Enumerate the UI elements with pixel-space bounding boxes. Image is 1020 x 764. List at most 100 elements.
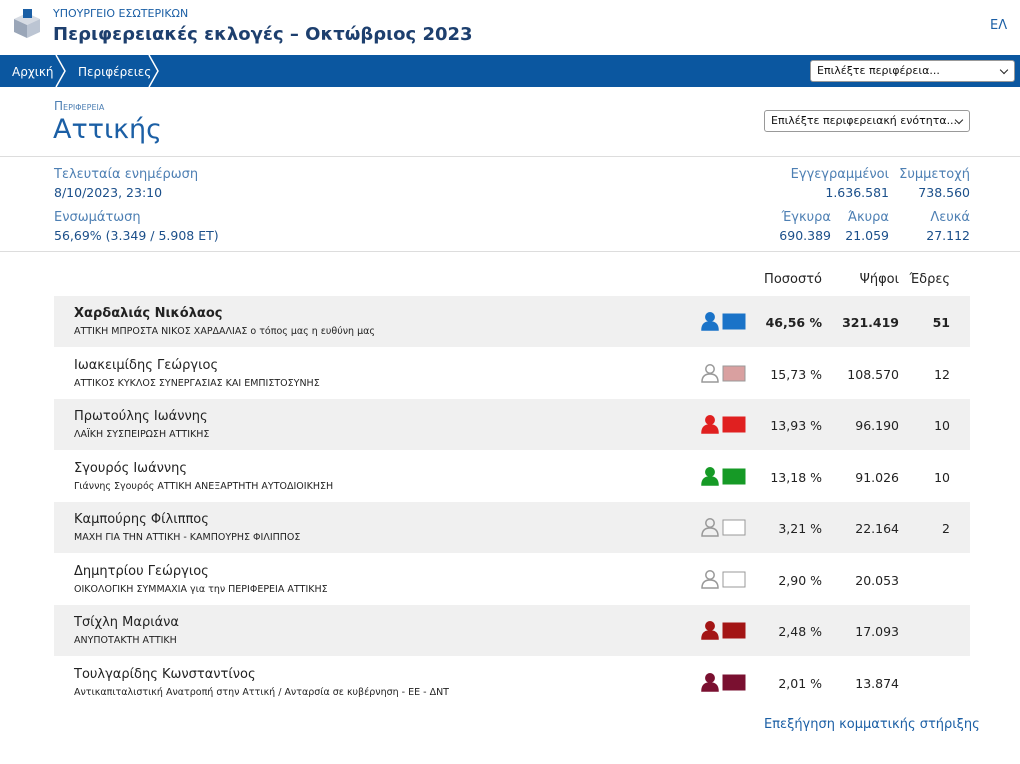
seats: 2 xyxy=(942,521,950,536)
unit-select[interactable]: Επιλέξτε περιφερειακή ενότητα... xyxy=(764,110,970,132)
stat-value: 1.636.581 xyxy=(825,185,889,200)
party-icon xyxy=(701,518,746,537)
party-name: Γιάννης Σγουρός ΑΤΤΙΚΗ ΑΝΕΞΑΡΤΗΤΗ ΑΥΤΟΔΙ… xyxy=(74,480,334,492)
party-color xyxy=(722,571,746,587)
result-row: Τουλγαρίδης Κωνσταντίνος Αντικαπιταλιστικ… xyxy=(54,657,970,708)
candidate-name: Πρωτούλης Ιωάννης xyxy=(74,409,208,424)
party-icon xyxy=(701,363,746,383)
party-icon xyxy=(701,466,746,486)
percent: 13,18 % xyxy=(770,469,822,485)
result-row: Πρωτούλης Ιωάννης ΛΑΪΚΗ ΣΥΣΠΕΙΡΩΣΗ ΑΤΤΙΚΗ… xyxy=(54,399,970,450)
party-color xyxy=(722,622,746,639)
party-name: ΑΤΤΙΚΟΣ ΚΥΚΛΟΣ ΣΥΝΕΡΓΑΣΙΑΣ ΚΑΙ ΕΜΠΙΣΤΟΣΥ… xyxy=(74,377,320,389)
column-header: Ψήφοι xyxy=(859,272,899,287)
result-row: Δημητρίου Γεώργιος ΟΙΚΟΛΟΓΙΚΗ ΣΥΜΜΑΧΙΑ γι… xyxy=(54,554,970,605)
stat-value: 8/10/2023, 23:10 xyxy=(54,185,163,200)
stat-label: Έγκυρα xyxy=(781,210,831,225)
person-head xyxy=(705,518,715,528)
separator xyxy=(148,55,159,87)
person-head xyxy=(705,415,715,425)
party-name: Αντικαπιταλιστική Ανατροπή στην Αττική /… xyxy=(74,686,449,698)
votes: 22.164 xyxy=(855,521,899,536)
person-body xyxy=(701,578,719,589)
stat-label: Τελευταία ενημέρωση xyxy=(54,167,199,182)
party-icon xyxy=(701,569,746,589)
person-head xyxy=(705,363,715,374)
person-head xyxy=(705,466,715,477)
candidate-name: Τσίχλη Μαριάνα xyxy=(74,615,179,630)
column-header: Ποσοστό xyxy=(764,272,822,287)
person-head xyxy=(705,569,715,580)
percent: 46,56 % xyxy=(765,315,822,330)
party-name: ΜΑΧΗ ΓΙΑ ΤΗΝ ΑΤΤΙΚΗ - ΚΑΜΠΟΥΡΗΣ ΦΙΛΙΠΠΟΣ xyxy=(74,532,301,543)
separator xyxy=(55,55,66,87)
party-name: ΛΑΪΚΗ ΣΥΣΠΕΙΡΩΣΗ ΑΤΤΙΚΗΣ xyxy=(74,429,210,440)
person-body xyxy=(701,321,719,331)
stat-value: 27.112 xyxy=(926,228,970,243)
person-body xyxy=(701,681,719,692)
site-title: Περιφερειακές εκλογές – Οκτώβριος 2023 xyxy=(53,24,473,45)
seats: 10 xyxy=(934,418,950,433)
seats: 51 xyxy=(932,315,950,330)
region-label: Περιφερεια xyxy=(54,99,105,113)
person-body xyxy=(701,372,719,383)
breadcrumb[interactable]: Αρχική xyxy=(12,65,54,79)
party-color xyxy=(722,416,746,433)
result-row: Σγουρός Ιωάννης Γιάννης Σγουρός ΑΤΤΙΚΗ ΑΝ… xyxy=(54,451,970,502)
region-select[interactable]: Επιλέξτε περιφέρεια... xyxy=(810,60,1015,82)
candidate-name: Καμπούρης Φίλιππος xyxy=(74,512,209,527)
divider xyxy=(0,251,1020,252)
region-name: Αττικής xyxy=(53,114,162,145)
party-name: ΑΤΤΙΚΗ ΜΠΡΟΣΤΑ ΝΙΚΟΣ ΧΑΡΔΑΛΙΑΣ ο τόπος μ… xyxy=(74,326,375,337)
seats: 10 xyxy=(934,469,950,485)
percent: 15,73 % xyxy=(770,366,822,382)
percent: 2,01 % xyxy=(778,675,822,691)
stat-label: Άκυρα xyxy=(847,210,889,225)
stat-value: 56,69% (3.349 / 5.908 ΕΤ) xyxy=(54,228,219,243)
person-body xyxy=(701,630,719,640)
party-icon xyxy=(701,312,746,331)
stat-label: Λευκά xyxy=(930,210,970,225)
votes: 17.093 xyxy=(855,624,899,639)
votes: 20.053 xyxy=(855,572,899,588)
stat-label: Ενσωμάτωση xyxy=(54,210,141,225)
person-body xyxy=(701,475,719,486)
person-head xyxy=(705,312,715,322)
support-link[interactable]: Επεξήγηση κομματικής στήριξης xyxy=(764,717,980,732)
result-row: Ιωακειμίδης Γεώργιος ΑΤΤΙΚΟΣ ΚΥΚΛΟΣ ΣΥΝΕΡ… xyxy=(54,348,970,399)
percent: 3,21 % xyxy=(778,521,822,536)
seats: 12 xyxy=(934,366,950,382)
result-row: Τσίχλη Μαριάνα ΑΝΥΠΟΤΑΚΤΗ ΑΤΤΙΚΗ 2,48 % 17.… xyxy=(54,605,970,656)
divider xyxy=(0,156,1020,157)
party-color xyxy=(722,519,746,536)
votes: 13.874 xyxy=(855,675,899,691)
party-icon xyxy=(701,672,746,692)
votes: 108.570 xyxy=(847,366,899,382)
language[interactable]: ΕΛ xyxy=(990,18,1008,33)
stat-value: 738.560 xyxy=(918,185,970,200)
column-header: Έδρες xyxy=(909,272,950,287)
percent: 2,48 % xyxy=(778,624,822,639)
person-body xyxy=(701,527,719,537)
breadcrumb[interactable]: Περιφέρειες xyxy=(78,65,152,79)
stat-label: Εγγεγραμμένοι xyxy=(790,167,889,182)
person-body xyxy=(701,424,719,434)
percent: 13,93 % xyxy=(770,418,822,433)
party-name: ΟΙΚΟΛΟΓΙΚΗ ΣΥΜΜΑΧΙΑ για την ΠΕΡΙΦΕΡΕΙΑ Α… xyxy=(74,583,328,595)
ministry: ΥΠΟΥΡΓΕΙΟ ΕΣΩΤΕΡΙΚΩΝ xyxy=(53,7,189,20)
stat-value: 21.059 xyxy=(845,228,889,243)
percent: 2,90 % xyxy=(778,572,822,588)
person-head xyxy=(705,621,715,631)
stat-value: 690.389 xyxy=(779,228,831,243)
party-icon xyxy=(701,621,746,640)
person-head xyxy=(705,672,715,683)
logo xyxy=(14,9,40,38)
candidate-name: Σγουρός Ιωάννης xyxy=(74,460,188,476)
party-color xyxy=(722,313,746,330)
stat-label: Συμμετοχή xyxy=(899,167,970,182)
candidate-name: Τουλγαρίδης Κωνσταντίνος xyxy=(74,666,256,682)
votes: 321.419 xyxy=(842,315,899,330)
party-icon xyxy=(701,415,746,434)
candidate-name: Δημητρίου Γεώργιος xyxy=(74,563,209,579)
